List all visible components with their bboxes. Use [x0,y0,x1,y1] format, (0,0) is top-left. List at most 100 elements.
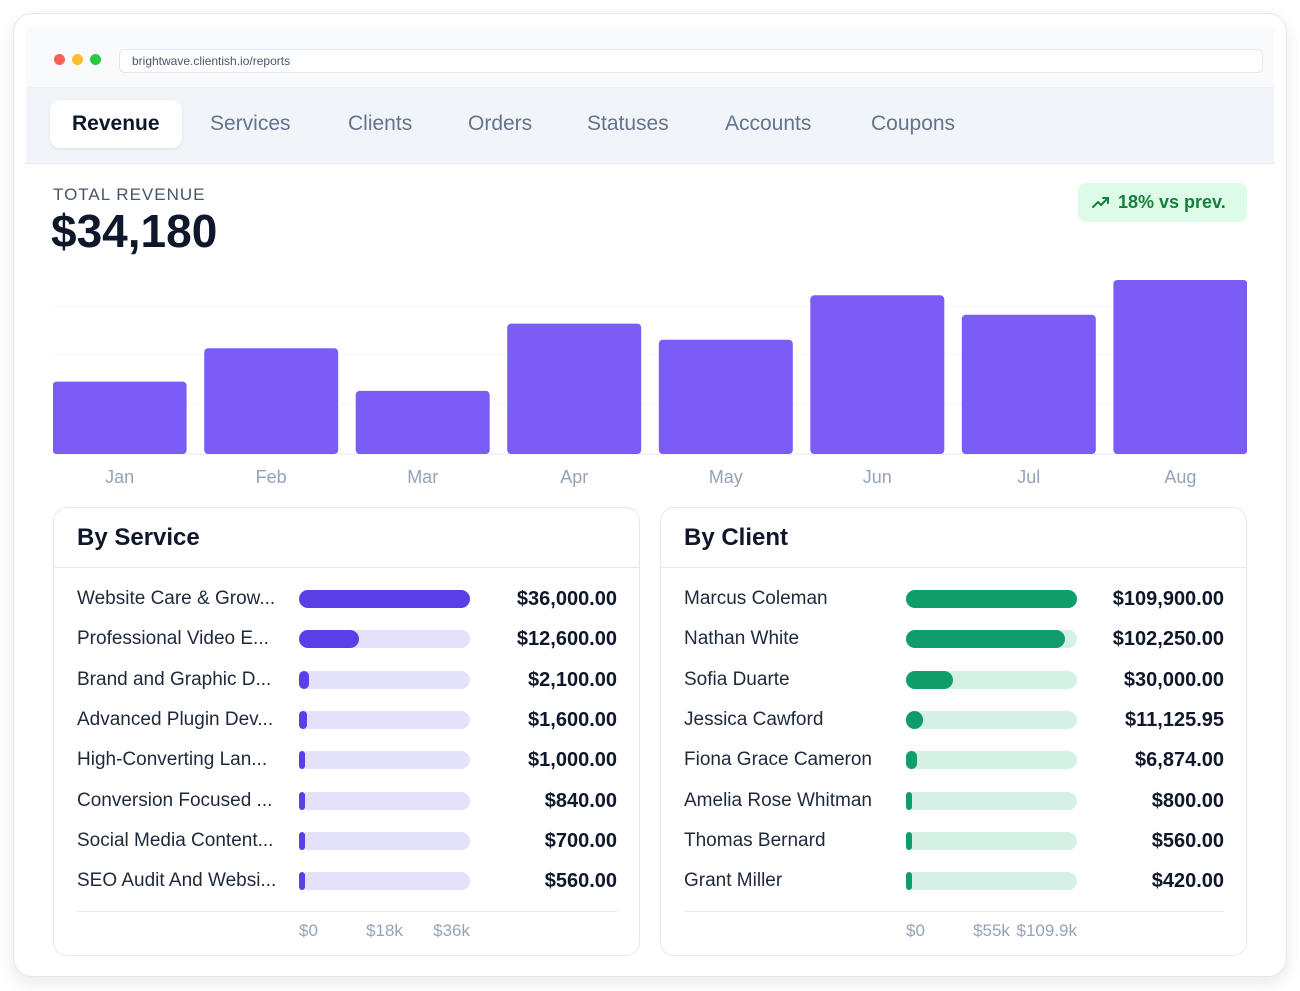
tab-statuses[interactable]: Statuses [587,112,669,135]
service-bar-fill [299,590,470,608]
service-row[interactable]: Professional Video E... $12,600.00 [54,620,639,660]
tab-services[interactable]: Services [210,112,291,135]
client-row-label: Amelia Rose Whitman [684,789,872,811]
browser-window: brightwave.clientish.io/reports Revenue … [14,14,1286,976]
by-service-title: By Service [54,508,639,568]
service-row-amount: $1,000.00 [528,749,617,772]
client-axis-tick: $0 [906,921,925,940]
bar-aug[interactable] [1113,280,1247,454]
x-tick-label: Aug [1164,467,1196,487]
chart-svg: Jan Feb Mar Apr May Jun Jul Aug [53,280,1247,487]
client-row-amount: $102,250.00 [1112,628,1224,651]
delta-text: 18% vs prev. [1118,192,1226,212]
service-bar-track [299,831,470,850]
client-bar-fill [906,831,912,850]
address-bar[interactable]: brightwave.clientish.io/reports [119,49,1263,73]
service-bar-track [299,791,470,810]
client-row[interactable]: Fiona Grace Cameron $6,874.00 [661,741,1246,781]
client-row[interactable]: Grant Miller $420.00 [661,862,1246,902]
bar-feb[interactable] [204,348,339,454]
client-bar-fill [906,791,912,810]
client-bar-fill [906,751,917,770]
close-window-button[interactable] [54,54,65,65]
client-row[interactable]: Amelia Rose Whitman $800.00 [661,782,1246,822]
service-row-label: Brand and Graphic D... [77,668,272,690]
client-row[interactable]: Sofia Duarte $30,000.00 [661,661,1246,701]
tab-revenue[interactable]: Revenue [50,100,182,148]
bar-jul[interactable] [961,314,1096,454]
service-row[interactable]: SEO Audit And Websi... $560.00 [54,862,639,902]
reports-page: Revenue Services Clients Orders Statuses… [26,88,1274,964]
service-row-amount: $12,600.00 [516,628,617,651]
bar-may[interactable] [658,339,793,454]
client-row-label: Sofia Duarte [684,668,790,690]
tab-accounts[interactable]: Accounts [725,112,812,135]
service-row-label: Advanced Plugin Dev... [77,708,274,730]
client-row[interactable]: Nathan White $102,250.00 [661,620,1246,660]
bar-jan[interactable] [53,381,187,454]
client-bar-track [906,710,1077,729]
x-tick-label: Jul [1017,467,1040,487]
bar-apr[interactable] [507,323,642,454]
client-row-label: Fiona Grace Cameron [684,749,872,771]
service-bar-fill [299,831,305,850]
service-bar-fill [299,791,305,810]
service-row[interactable]: Brand and Graphic D... $2,100.00 [54,661,639,701]
service-axis-tick: $0 [299,921,318,940]
service-row[interactable]: Social Media Content... $700.00 [54,822,639,862]
client-bar-fill [906,710,924,729]
service-axis-line [77,911,617,912]
client-row-label: Nathan White [684,628,800,650]
tab-coupons[interactable]: Coupons [871,112,956,135]
service-bar-fill [299,872,305,891]
client-bar-track [906,630,1077,649]
tab-orders[interactable]: Orders [468,112,533,135]
bar-mar[interactable] [355,390,490,454]
total-revenue-label: TOTAL REVENUE [53,185,206,204]
client-row-label: Grant Miller [684,870,783,892]
service-row-amount: $2,100.00 [528,668,617,691]
service-row[interactable]: Advanced Plugin Dev... $1,600.00 [54,701,639,741]
client-bar-fill [906,872,912,891]
trending-up-icon [1092,197,1109,208]
service-row[interactable]: Website Care & Grow... $36,000.00 [54,580,639,620]
service-bar-fill [299,710,307,729]
service-bar-track [299,872,470,891]
client-row[interactable]: Marcus Coleman $109,900.00 [661,580,1246,620]
service-bar-fill [299,670,309,689]
x-tick-label: Jun [863,467,892,487]
client-row-amount: $30,000.00 [1123,668,1224,691]
service-row[interactable]: Conversion Focused ... $840.00 [54,782,639,822]
service-row-label: Website Care & Grow... [77,588,276,609]
client-axis-line [684,911,1224,912]
service-axis-tick: $36k [433,921,470,940]
client-row[interactable]: Jessica Cawford $11,125.95 [661,701,1246,741]
service-row[interactable]: High-Converting Lan... $1,000.00 [54,741,639,781]
client-row-amount: $6,874.00 [1135,749,1224,772]
client-bar-track [906,670,1077,689]
client-row-amount: $109,900.00 [1112,588,1224,610]
bar-jun[interactable] [810,295,945,454]
service-bar-fill [299,630,359,649]
minimize-window-button[interactable] [72,54,83,65]
service-row-label: SEO Audit And Websi... [77,870,277,892]
service-bar-fill [299,751,305,770]
tab-clients[interactable]: Clients [348,112,413,135]
service-bar-track [299,590,470,608]
total-revenue-value: $34,180 [51,205,218,257]
by-client-title: By Client [661,508,1246,568]
client-row-amount: $11,125.95 [1125,708,1224,731]
client-row-amount: $420.00 [1151,870,1224,893]
client-row-amount: $560.00 [1151,829,1224,852]
service-row-amount: $36,000.00 [516,588,617,610]
delta-badge: 18% vs prev. [1078,183,1247,222]
service-row-amount: $1,600.00 [528,708,617,731]
maximize-window-button[interactable] [90,54,101,65]
client-bar-track [906,791,1077,810]
service-bar-track [299,751,470,770]
client-row[interactable]: Thomas Bernard $560.00 [661,822,1246,862]
service-row-amount: $840.00 [544,789,617,812]
browser-titlebar: brightwave.clientish.io/reports [26,26,1274,88]
client-axis-tick: $109.9k [1016,921,1078,940]
service-row-label: High-Converting Lan... [77,749,268,771]
